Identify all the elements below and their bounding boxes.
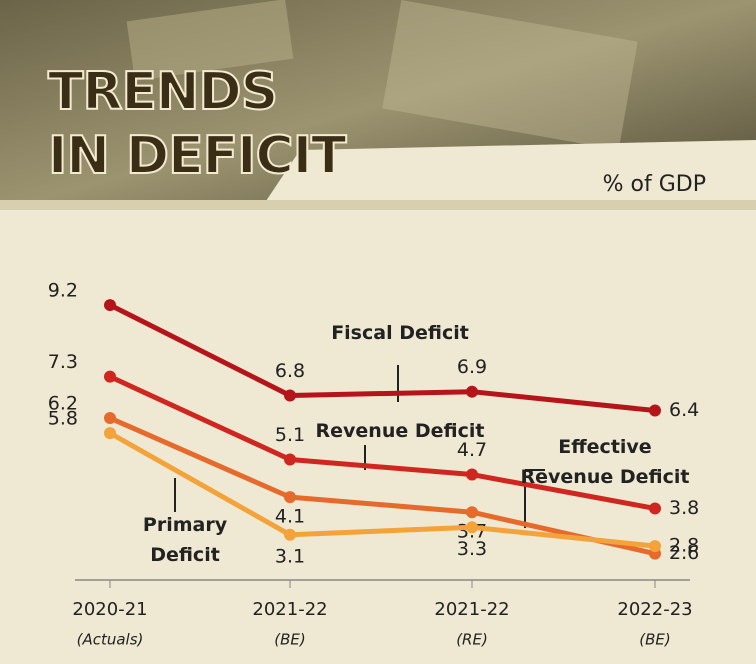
data-label: 6.9 (457, 356, 487, 378)
chart-subtitle: % of GDP (602, 172, 706, 197)
data-label: 5.8 (48, 408, 78, 430)
data-point (466, 385, 478, 398)
data-point (466, 506, 478, 519)
series-line (108, 430, 656, 549)
data-point (284, 491, 296, 504)
banner-shadow (0, 200, 756, 210)
data-label: 2.6 (669, 542, 699, 564)
data-point (284, 389, 296, 402)
x-tick-label: 2021-22 (252, 599, 327, 620)
series-label: Effective Revenue Deficit (520, 436, 690, 488)
data-point (649, 404, 661, 417)
x-tick-label: 2020-21 (72, 599, 147, 620)
x-tick-note: (RE) (456, 631, 488, 649)
data-label: 9.2 (48, 280, 78, 302)
banner-note (126, 0, 294, 81)
x-tick-note: (BE) (274, 631, 305, 649)
data-point (284, 528, 296, 541)
x-tick-label: 2021-22 (434, 599, 509, 620)
chart-title: TRENDS IN DEFICIT (47, 61, 348, 187)
x-tick-note: (BE) (639, 631, 670, 649)
data-label: 6.8 (275, 360, 305, 382)
data-label: 3.1 (275, 545, 305, 567)
data-point (284, 453, 296, 466)
data-label: 4.7 (457, 439, 487, 461)
data-label: 5.1 (275, 424, 305, 446)
series-line (108, 415, 656, 557)
series-label: Revenue Deficit (315, 420, 485, 442)
data-label: 3.8 (669, 497, 699, 519)
data-point (104, 427, 116, 440)
data-label: 4.1 (275, 506, 305, 528)
series-line (108, 302, 656, 414)
data-point (104, 370, 116, 383)
data-point (649, 502, 661, 515)
data-point (466, 468, 478, 481)
x-tick-note: (Actuals) (77, 631, 144, 649)
data-label: 6.4 (669, 399, 699, 421)
data-point (104, 299, 116, 312)
series-label: Fiscal Deficit (331, 322, 469, 344)
data-point (649, 540, 661, 553)
series-label: Primary Deficit (142, 514, 228, 566)
x-tick-label: 2022-23 (617, 599, 692, 620)
banner-edge (0, 140, 756, 210)
data-point (466, 521, 478, 534)
banner-note (382, 0, 638, 151)
data-label: 3.3 (457, 538, 487, 560)
data-label: 6.2 (48, 393, 78, 415)
data-point (104, 412, 116, 425)
data-label: 2.8 (669, 535, 699, 557)
series-line (108, 374, 656, 511)
data-label: 7.3 (48, 351, 78, 373)
